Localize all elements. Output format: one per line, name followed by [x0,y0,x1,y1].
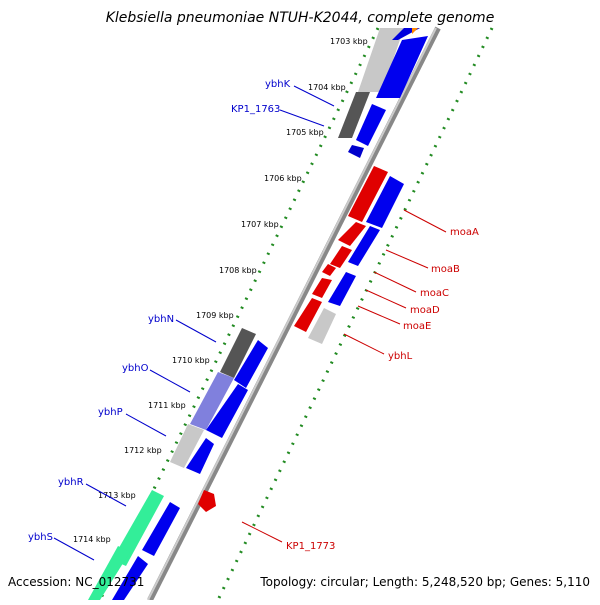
gene-label-ybhO[interactable]: ybhO [122,363,149,374]
leader-kp1-1773 [241,521,283,543]
gene-ybhO [190,372,234,430]
gene-arrow-ybhR [142,502,180,556]
gene-ybhS [88,546,130,600]
gene-ybhN [220,328,256,378]
gene-label-ybhS[interactable]: ybhS [28,532,53,543]
tick-label: 1707 kbp [241,220,279,229]
tick-label: 1709 kbp [196,311,234,320]
gene-moa-blue-1 [366,176,404,228]
leader-moaC [373,271,417,293]
tick-label: 1712 kbp [124,446,162,455]
gene-arrow-blue-1 [376,36,428,98]
gene-arrow-ybhO [206,384,248,438]
gene-arrow-small [348,145,364,158]
gene-arrow-ybhS [112,556,148,600]
leader-ybhR [85,483,127,507]
topology-text: Topology: circular; Length: 5,248,520 bp… [259,575,590,589]
leader-ybhN [175,319,217,343]
tick-label: 1706 kbp [264,174,302,183]
gene-ybhL-red [294,298,322,332]
accession-text: Accession: NC_012731 [8,575,144,589]
gene-label-moaA[interactable]: moaA [450,227,479,238]
gene-label-ybhN[interactable]: ybhN [148,314,174,325]
genome-backbone [147,26,441,602]
leader-ybhO [149,369,191,393]
gene-moaD [322,264,336,276]
leader-ybhK [293,85,335,107]
gene-label-moaB[interactable]: moaB [431,264,460,275]
tick-label: 1704 kbp [308,83,346,92]
leader-ybhP [125,413,167,437]
gene-moa-blue-3 [328,272,356,306]
gene-label-kp1-1763[interactable]: KP1_1763 [231,104,280,115]
gene-label-moaD[interactable]: moaD [410,305,440,316]
gene-label-kp1-1773[interactable]: KP1_1773 [286,541,335,552]
gene-arrow-ybhP [186,438,214,474]
leader-kp1-1763 [279,109,325,127]
tick-label: 1705 kbp [286,128,324,137]
gene-label-moaE[interactable]: moaE [403,321,431,332]
leader-moaA [403,209,447,233]
gene-moaB [338,222,366,246]
gene-label-ybhK[interactable]: ybhK [265,79,291,90]
leader-moaE [357,305,401,325]
gene-arrow-ybhN [234,340,268,388]
gene-label-ybhL[interactable]: ybhL [388,351,413,362]
gene-block-ybhk [338,92,370,138]
gene-arrow-kp1-1763 [356,104,386,146]
gene-ybhR [112,490,164,566]
gene-moa-blue-2 [348,226,380,266]
tick-label: 1711 kbp [148,401,186,410]
leader-moaB [385,249,429,269]
leader-moaD [365,289,407,309]
gene-moaA [348,166,388,222]
gene-block-grey-top [358,28,404,92]
leader-ybhS [53,537,95,561]
gene-moaC [330,246,352,268]
gene-kp1-1773 [198,490,216,512]
gene-ybhL [308,308,336,344]
genome-backbone-highlight [147,27,437,601]
tick-label: 1703 kbp [330,37,368,46]
gene-ybhP [170,424,204,468]
gene-block-orange [412,28,418,34]
tick-label: 1708 kbp [219,266,257,275]
leader-ybhL [343,333,385,355]
tick-label: 1714 kbp [73,535,111,544]
tick-label: 1710 kbp [172,356,210,365]
gene-label-moaC[interactable]: moaC [420,288,449,299]
gene-moaE [312,278,332,298]
gene-label-ybhR[interactable]: ybhR [58,477,84,488]
map-title: Klebsiella pneumoniae NTUH-K2044, comple… [106,10,495,26]
gene-label-ybhP[interactable]: ybhP [98,407,123,418]
tick-label: 1713 kbp [98,491,136,500]
